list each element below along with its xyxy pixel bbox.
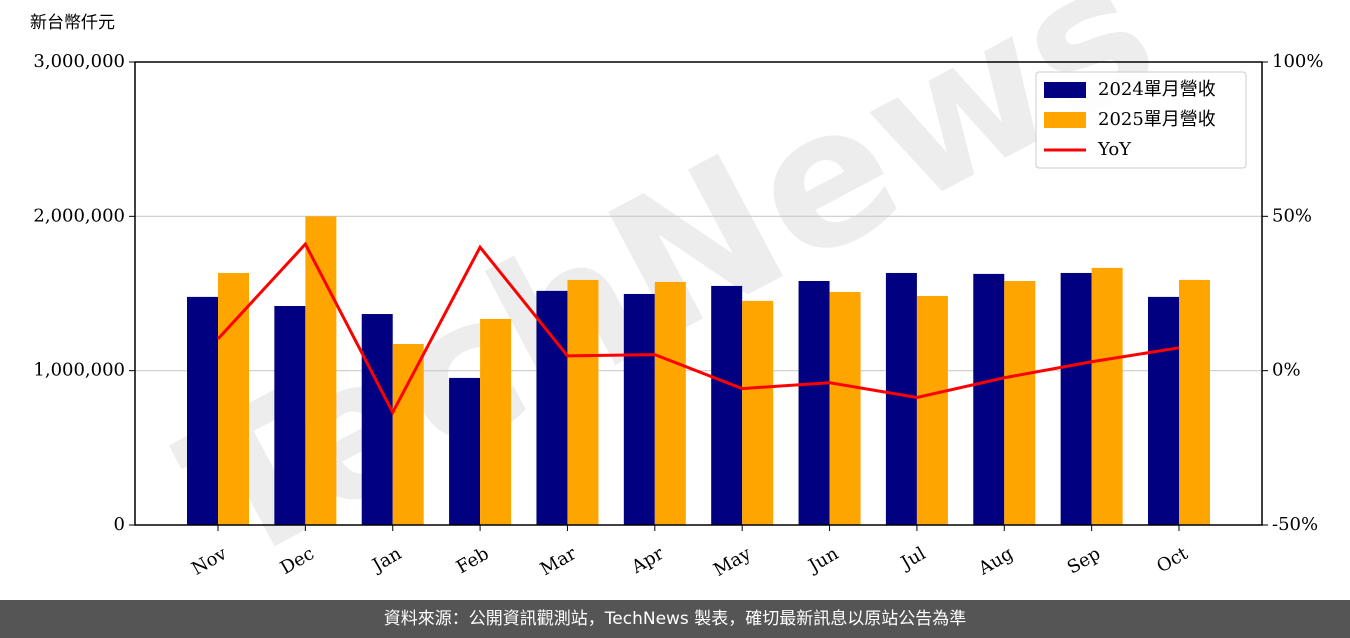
bar <box>274 306 306 525</box>
y2-tick-label: 50% <box>1272 205 1312 226</box>
bar <box>1004 280 1036 525</box>
legend-swatch <box>1044 112 1086 128</box>
y-tick-label: 3,000,000 <box>33 51 125 72</box>
y-tick-label: 1,000,000 <box>33 360 125 381</box>
legend-label: YoY <box>1097 139 1132 160</box>
bar <box>1091 267 1123 525</box>
x-tick-label: Jan <box>367 543 405 577</box>
bar <box>829 291 861 525</box>
x-tick-label: Apr <box>627 543 667 578</box>
bar <box>480 318 512 525</box>
x-tick-label: Sep <box>1064 543 1104 578</box>
x-tick-label: Jul <box>896 543 930 575</box>
legend-label: 2024單月營收 <box>1098 79 1216 100</box>
bar <box>623 293 655 525</box>
bar <box>885 272 917 525</box>
bar <box>1060 272 1092 525</box>
bar <box>654 281 686 525</box>
y2-tick-label: 0% <box>1272 360 1301 381</box>
bar <box>567 279 599 525</box>
legend-box <box>1035 71 1247 169</box>
y-axis-label: 新台幣仟元 <box>30 13 115 33</box>
x-tick-label: Aug <box>974 543 1017 580</box>
y2-tick-label: 100% <box>1272 51 1323 72</box>
x-tick-label: Oct <box>1153 543 1192 578</box>
bar <box>186 296 218 525</box>
bar <box>1179 279 1211 525</box>
bar <box>711 285 743 525</box>
y-tick-label: 0 <box>114 514 125 535</box>
bar <box>217 272 249 525</box>
chart: 新台幣仟元 TechNews 01,000,0002,000,0003,000,… <box>30 0 1323 608</box>
bar <box>305 216 337 526</box>
x-tick-label: Feb <box>453 543 493 578</box>
footer: 資料來源：公開資訊觀測站，TechNews 製表，確切最新訊息以原站公告為準 <box>0 600 1350 638</box>
bar <box>973 273 1005 525</box>
bar <box>742 300 774 525</box>
bar <box>392 343 424 525</box>
legend-swatch <box>1044 82 1086 98</box>
plot-frame <box>134 61 1263 526</box>
x-tick-label: Jun <box>803 543 842 578</box>
y-tick-label: 2,000,000 <box>33 205 125 226</box>
x-tick-label: May <box>710 543 755 581</box>
yoy-line <box>216 241 1180 416</box>
bar <box>536 290 568 525</box>
bar <box>916 295 948 525</box>
legend-label: 2025單月營收 <box>1098 109 1216 130</box>
bar <box>798 280 830 525</box>
bar <box>449 377 481 525</box>
bar <box>1148 296 1180 525</box>
x-tick-label: Mar <box>537 543 581 580</box>
y2-tick-label: -50% <box>1272 514 1318 535</box>
bar <box>361 314 393 525</box>
